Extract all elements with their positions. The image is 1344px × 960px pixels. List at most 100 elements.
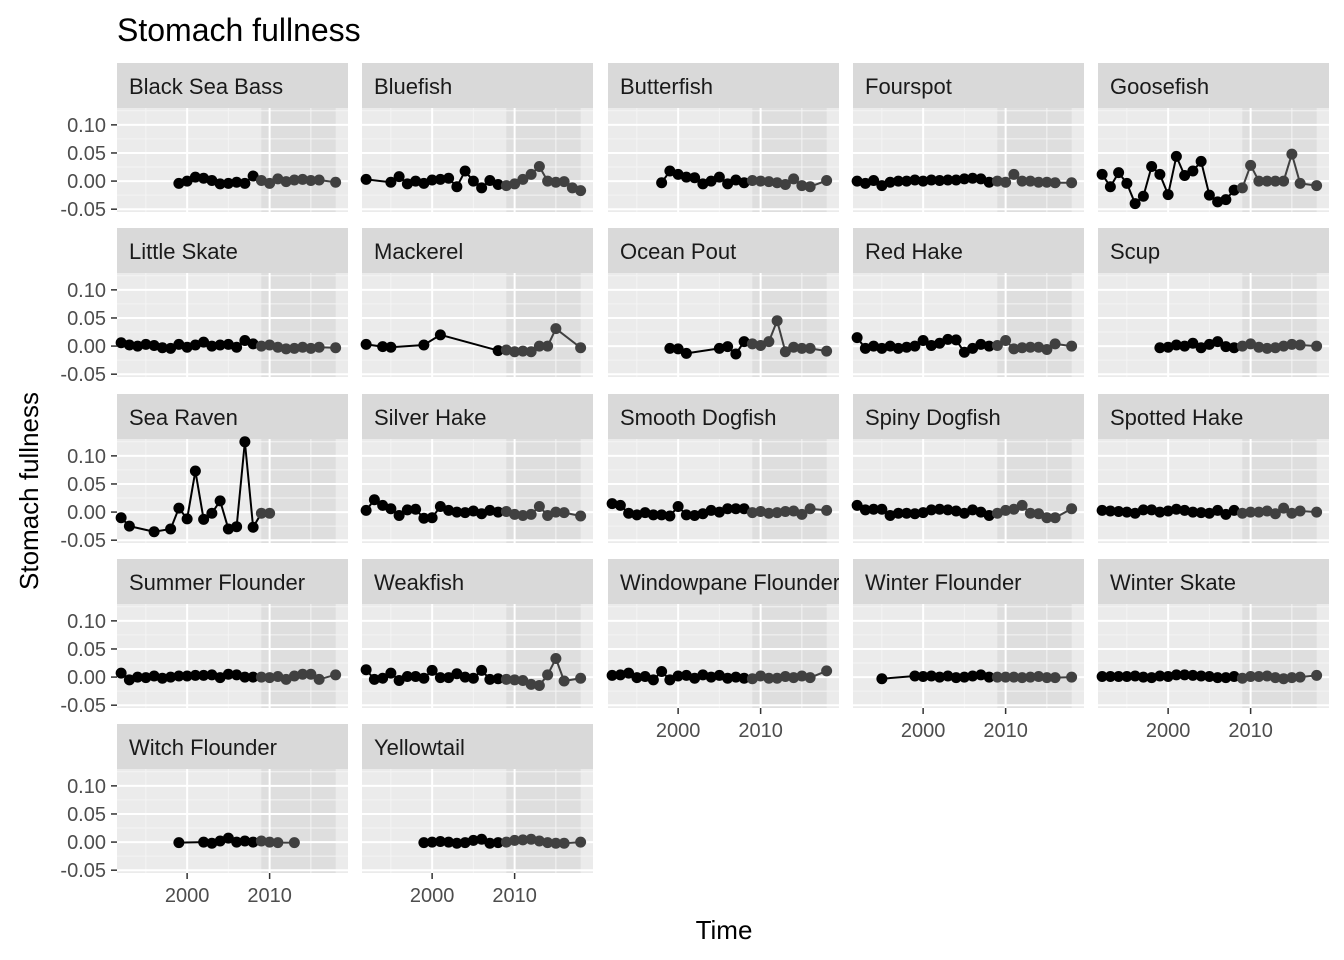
data-point <box>1245 506 1257 518</box>
data-point <box>1146 160 1158 172</box>
facet-bluefish: Bluefish <box>360 63 593 212</box>
data-point <box>132 671 144 683</box>
data-point <box>1311 506 1323 518</box>
data-point <box>517 509 529 521</box>
data-point <box>360 664 372 676</box>
data-point <box>779 671 791 683</box>
data-point <box>991 340 1003 352</box>
data-point <box>1016 175 1028 187</box>
data-point <box>451 181 463 193</box>
facet-strip-label: Spiny Dogfish <box>865 405 1001 430</box>
data-point <box>393 509 405 521</box>
data-point <box>975 173 987 185</box>
data-point <box>967 342 979 354</box>
data-point <box>950 174 962 186</box>
data-point <box>434 836 446 848</box>
data-point <box>525 833 537 845</box>
data-point <box>1179 340 1191 352</box>
data-point <box>181 513 193 525</box>
data-point <box>821 175 833 187</box>
facet-yellowtail: Yellowtail 2000 2010 <box>362 724 593 907</box>
data-point <box>443 672 455 684</box>
data-point <box>1129 198 1141 210</box>
data-point <box>876 342 888 354</box>
data-point <box>173 177 185 189</box>
data-point <box>1008 343 1020 355</box>
data-point <box>247 671 259 683</box>
data-point <box>214 672 226 684</box>
data-point <box>426 664 438 676</box>
data-point <box>377 341 389 353</box>
data-point <box>1104 671 1116 683</box>
data-point <box>851 499 863 511</box>
data-point <box>165 671 177 683</box>
data-point <box>738 177 750 189</box>
facet-strip-label: Black Sea Bass <box>129 74 283 99</box>
facet-strip <box>362 724 593 769</box>
data-point <box>1236 182 1248 194</box>
data-point <box>264 836 276 848</box>
data-point <box>1024 507 1036 519</box>
data-point <box>821 345 833 357</box>
facet-strip <box>362 559 593 604</box>
data-point <box>198 336 210 348</box>
data-point <box>680 171 692 183</box>
data-point <box>264 177 276 189</box>
data-point <box>1311 669 1323 681</box>
data-point <box>689 172 701 184</box>
data-point <box>1228 184 1240 196</box>
data-point <box>255 340 267 352</box>
data-point <box>198 513 210 525</box>
y-tick-label: 0.10 <box>67 776 106 798</box>
data-point <box>1121 506 1133 518</box>
facet-butterfish: Butterfish <box>608 63 839 212</box>
data-point <box>1154 670 1166 682</box>
facet-spiny-dogfish: Spiny Dogfish <box>851 394 1084 543</box>
shaded-period <box>997 273 1072 377</box>
data-point <box>280 343 292 355</box>
data-point <box>909 508 921 520</box>
data-point <box>533 340 545 352</box>
data-point <box>426 512 438 524</box>
data-point <box>755 506 767 518</box>
data-point <box>606 498 618 510</box>
data-point <box>492 178 504 190</box>
data-point <box>1113 506 1125 518</box>
data-point <box>1008 671 1020 683</box>
data-point <box>1041 343 1053 355</box>
data-point <box>418 512 430 524</box>
data-point <box>1146 504 1158 516</box>
data-point <box>614 669 626 681</box>
data-point <box>231 176 243 188</box>
data-point <box>1261 505 1273 517</box>
data-point <box>1096 504 1108 516</box>
data-point <box>1096 168 1108 180</box>
data-point <box>917 175 929 187</box>
data-point <box>975 506 987 518</box>
data-point <box>755 175 767 187</box>
data-point <box>901 507 913 519</box>
data-point <box>575 342 587 354</box>
data-point <box>1195 670 1207 682</box>
facet-strip-label: Smooth Dogfish <box>620 405 777 430</box>
data-point <box>575 836 587 848</box>
data-point <box>1245 671 1257 683</box>
data-point <box>892 342 904 354</box>
data-point <box>746 175 758 187</box>
data-point <box>771 672 783 684</box>
data-point <box>509 674 521 686</box>
data-point <box>1024 175 1036 187</box>
data-point <box>1129 670 1141 682</box>
data-point <box>181 175 193 187</box>
data-point <box>639 671 651 683</box>
data-point <box>222 523 234 535</box>
facet-mackerel: Mackerel <box>360 228 593 377</box>
data-point <box>492 345 504 357</box>
data-point <box>1179 169 1191 181</box>
data-point <box>272 173 284 185</box>
data-point <box>722 341 734 353</box>
data-point <box>297 173 309 185</box>
data-point <box>975 338 987 350</box>
data-point <box>239 436 251 448</box>
data-point <box>189 339 201 351</box>
